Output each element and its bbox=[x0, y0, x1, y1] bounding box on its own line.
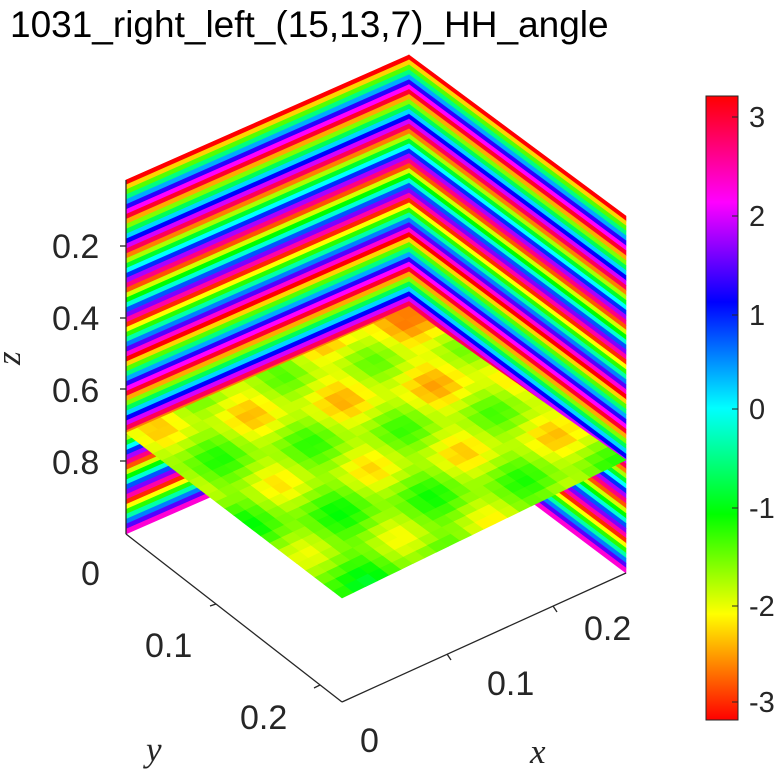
colorbar-tick-label: 0 bbox=[749, 394, 765, 426]
colorbar-tick-label: -3 bbox=[749, 687, 775, 719]
y-tick-label: 0.1 bbox=[145, 627, 192, 665]
y-tick-mark bbox=[209, 603, 217, 607]
x-axis-label: x bbox=[529, 732, 546, 769]
colorbar-ticks bbox=[732, 116, 738, 703]
x-tick-mark bbox=[552, 605, 558, 613]
x-axis-line bbox=[341, 572, 627, 703]
x-tick-label: 0.2 bbox=[584, 610, 631, 648]
z-axis-label: z bbox=[0, 351, 28, 366]
colorbar-tick-label: -2 bbox=[749, 591, 775, 623]
z-tick-label: 0.6 bbox=[52, 372, 99, 410]
colorbar-tick-label: -1 bbox=[749, 493, 775, 525]
y-tick-mark bbox=[313, 684, 321, 689]
y-tick-label: 0 bbox=[81, 555, 100, 593]
horizontal-slice bbox=[125, 307, 627, 599]
x-tick-label: 0.1 bbox=[487, 665, 534, 703]
colorbar-tick-label: 3 bbox=[749, 102, 765, 134]
z-tick-label: 0.8 bbox=[52, 444, 99, 482]
colorbar bbox=[705, 95, 739, 721]
x-tick-mark bbox=[446, 653, 452, 661]
y-tick-label: 0.2 bbox=[240, 699, 287, 737]
y-axis-line bbox=[125, 533, 343, 703]
z-tick-label: 0.2 bbox=[52, 228, 99, 266]
chart-title: 1031_right_left_(15,13,7)_HH_angle bbox=[10, 4, 609, 45]
slice-cell bbox=[604, 453, 627, 467]
colorbar-tick-label: 1 bbox=[749, 300, 765, 332]
z-tick-label: 0.4 bbox=[52, 300, 99, 338]
y-axis-label: y bbox=[143, 730, 162, 769]
x-tick-label: 0 bbox=[360, 722, 379, 760]
colorbar-tick-label: 2 bbox=[749, 201, 765, 233]
axes bbox=[120, 180, 627, 703]
